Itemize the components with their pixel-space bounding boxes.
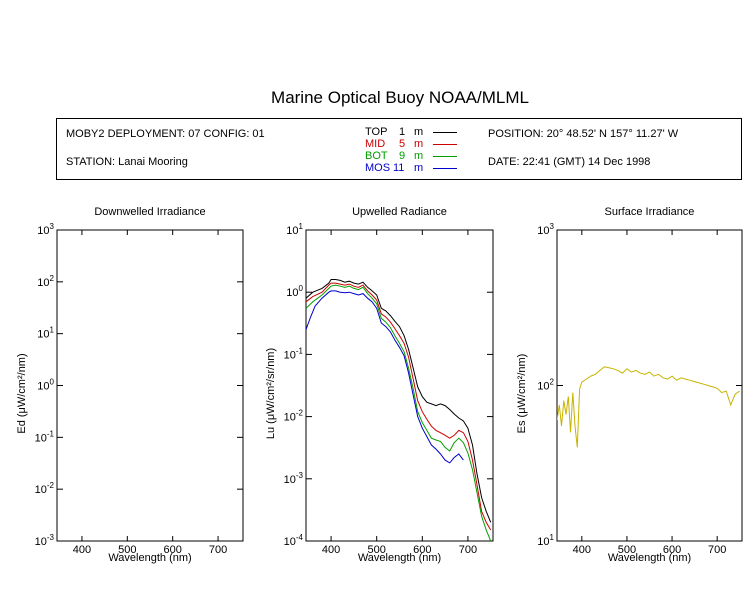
y-tick-label: 103 — [537, 222, 554, 237]
series-line-mid — [306, 282, 492, 531]
x-tick-label: 700 — [209, 544, 227, 556]
date-text: DATE: 22:41 (GMT) 14 Dec 1998 — [488, 156, 651, 168]
legend-depth-mid: 5 — [399, 138, 406, 150]
legend-line-mos — [433, 168, 457, 169]
x-tick-label: 500 — [368, 544, 386, 556]
legend-unit-mid: m — [414, 138, 424, 150]
x-tick-label: 400 — [322, 544, 340, 556]
legend-name-mos: MOS — [365, 162, 391, 174]
legend-unit-top: m — [414, 126, 424, 138]
y-tick-label: 10-3 — [284, 471, 304, 486]
x-tick-label: 500 — [118, 544, 136, 556]
y-tick-label: 101 — [537, 533, 554, 548]
y-tick-label: 100 — [37, 378, 54, 393]
x-tick-label: 400 — [73, 544, 91, 556]
x-axis-label: Wavelength (nm) — [108, 552, 191, 564]
series-line-top — [306, 279, 492, 523]
y-axis-label: Lu (μW/cm²/sr/nm) — [265, 348, 277, 439]
y-tick-label: 10-2 — [284, 409, 304, 424]
series-line-mos — [306, 290, 464, 464]
y-axis-label: Es (μW/cm²/nm) — [516, 354, 528, 434]
series-line-es — [557, 366, 740, 448]
plot-frame — [305, 229, 494, 542]
chart-3: Surface Irradiance 400 500 600 700 Wavelength… — [516, 206, 743, 564]
x-tick-label: 700 — [708, 544, 726, 556]
legend-line-top — [433, 132, 457, 133]
y-tick-label: 102 — [37, 274, 54, 289]
legend-line-mid — [433, 144, 457, 145]
legend-name-mid: MID — [365, 138, 386, 150]
y-tick-label: 10-3 — [35, 533, 55, 548]
y-tick-label: 102 — [537, 378, 554, 393]
x-tick-label: 400 — [573, 544, 591, 556]
legend-unit-bot: m — [414, 150, 424, 162]
legend-name-bot: BOT — [365, 150, 388, 162]
x-tick-label: 600 — [413, 544, 431, 556]
chart-1: Downwelled Irradiance 400 500 600 700 Wavelen… — [16, 206, 244, 564]
x-tick-label: 600 — [663, 544, 681, 556]
y-tick-label: 101 — [286, 222, 303, 237]
plot-frame — [56, 229, 244, 542]
info-panel: MOBY2 DEPLOYMENT: 07 CONFIG: 01 STATION:… — [56, 118, 742, 180]
page-title: Marine Optical Buoy NOAA/MLML — [271, 88, 529, 107]
y-axis-label: Ed (μW/cm²/nm) — [16, 353, 28, 433]
series-line-bot — [306, 284, 492, 541]
chart-title: Surface Irradiance — [605, 206, 695, 218]
x-tick-label: 700 — [459, 544, 477, 556]
x-tick-label: 500 — [618, 544, 636, 556]
x-tick-label: 600 — [164, 544, 182, 556]
y-tick-label: 100 — [286, 284, 303, 299]
legend-depth-bot: 9 — [399, 150, 406, 162]
y-tick-label: 10-2 — [35, 481, 55, 496]
legend-unit-mos: m — [414, 162, 424, 174]
legend-name-top: TOP — [365, 126, 388, 138]
legend-depth-mos: 11 — [393, 162, 405, 174]
deployment-text: MOBY2 DEPLOYMENT: 07 CONFIG: 01 — [66, 128, 265, 140]
station-text: STATION: Lanai Mooring — [66, 156, 188, 168]
chart-title: Upwelled Radiance — [352, 206, 447, 218]
y-tick-label: 101 — [37, 326, 54, 341]
y-tick-label: 10-4 — [284, 533, 304, 548]
x-axis-label: Wavelength (nm) — [608, 552, 691, 564]
legend-depth-top: 1 — [399, 126, 406, 138]
plot-frame — [556, 229, 743, 542]
x-axis-label: Wavelength (nm) — [358, 552, 441, 564]
legend-line-bot — [433, 156, 457, 157]
y-tick-label: 10-1 — [35, 429, 55, 444]
y-tick-label: 103 — [37, 222, 54, 237]
chart-title: Downwelled Irradiance — [94, 206, 205, 218]
position-text: POSITION: 20° 48.52' N 157° 11.27' W — [488, 128, 679, 140]
chart-2: Upwelled Radiance 400 500 600 700 Wavelength … — [265, 206, 494, 564]
y-tick-label: 10-1 — [284, 346, 304, 361]
